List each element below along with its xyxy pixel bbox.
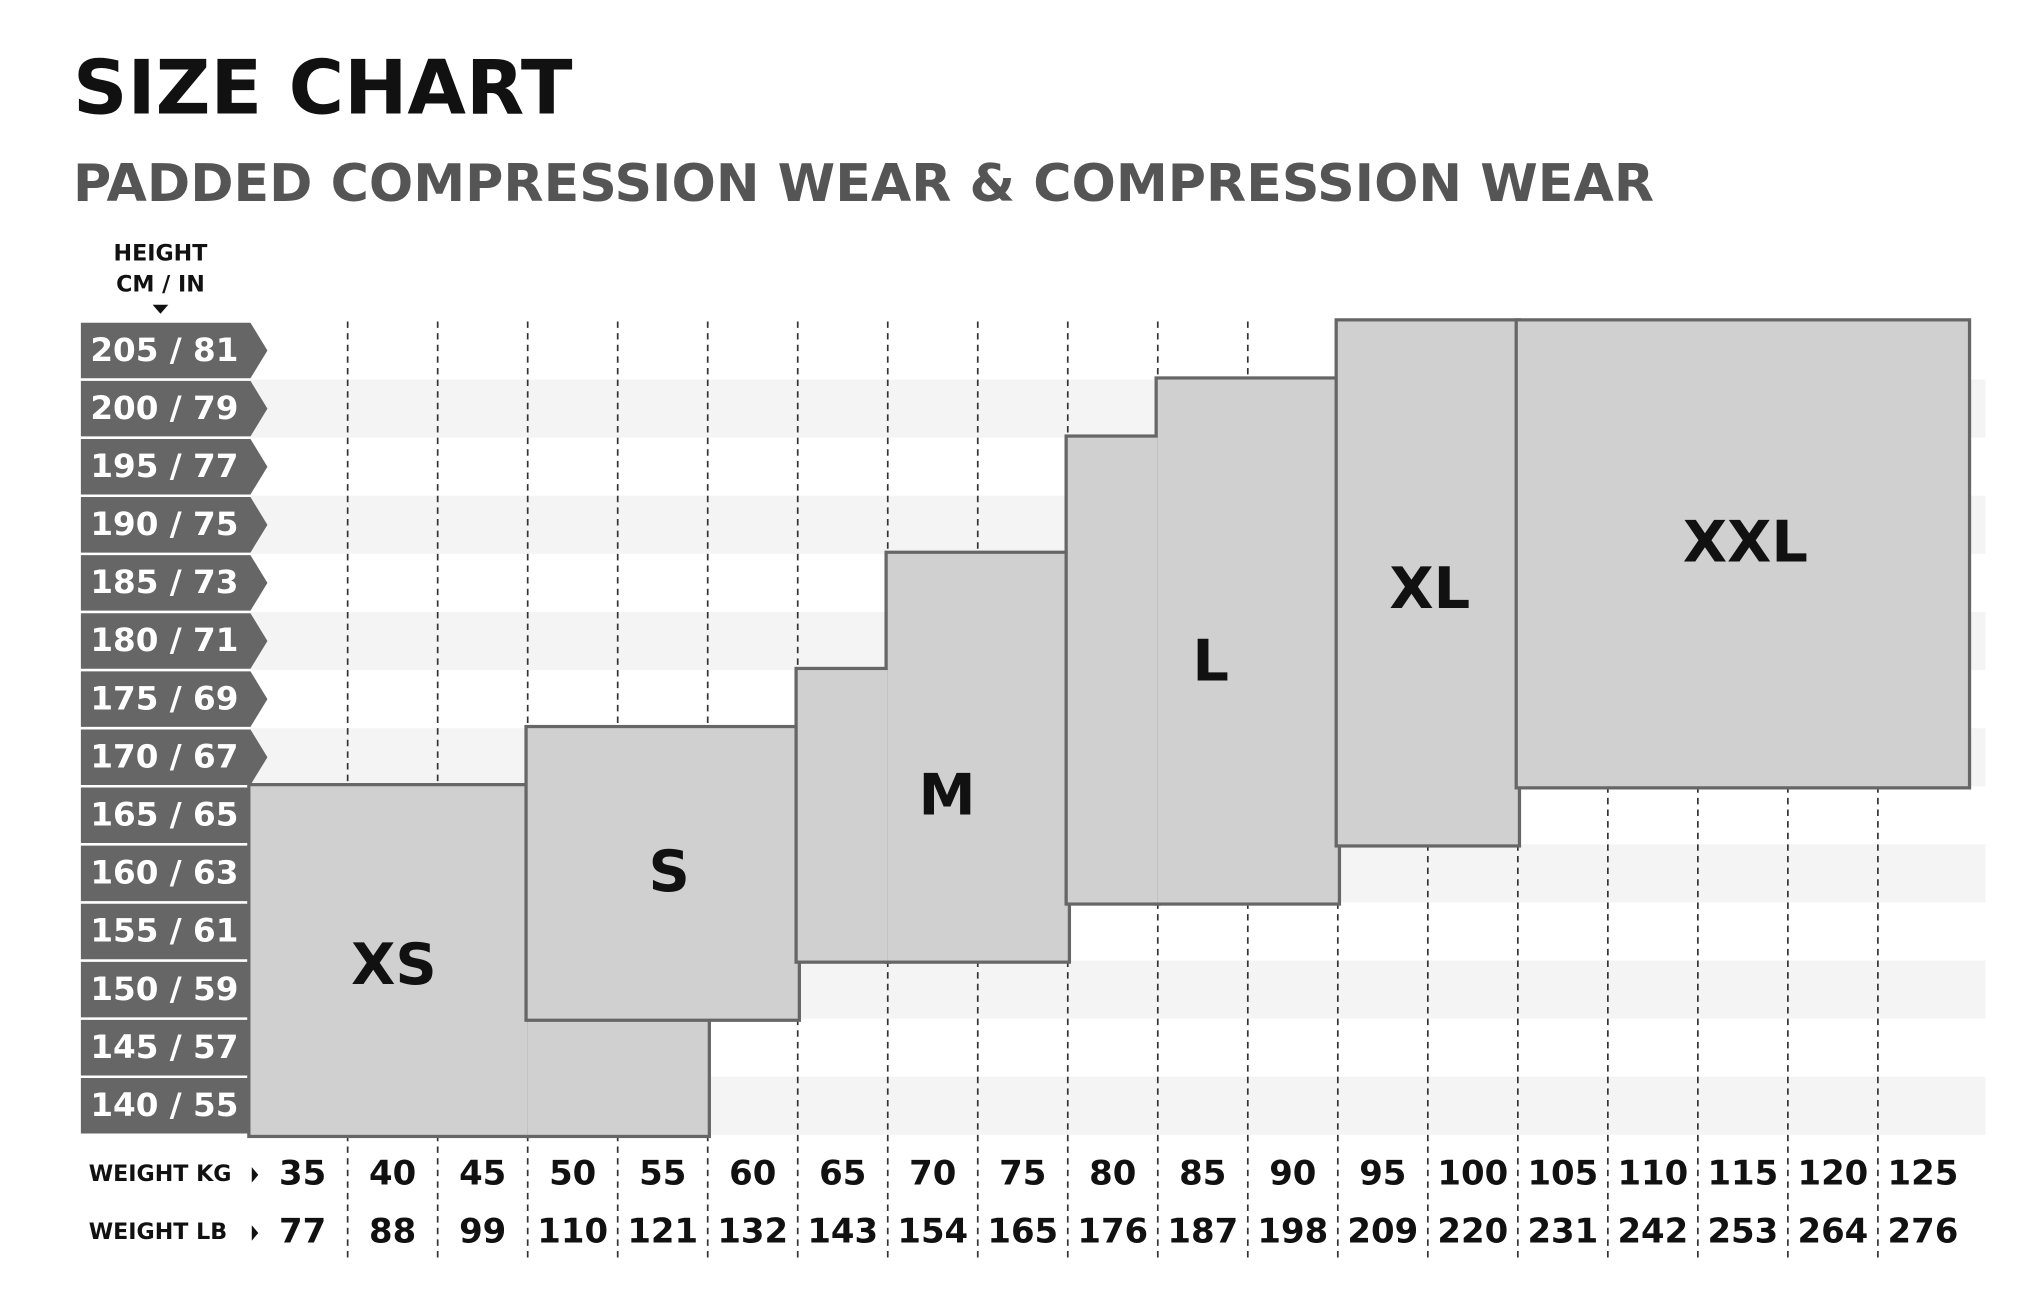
weight-lb: 176 (1077, 1212, 1148, 1251)
weight-kg: 75 (999, 1153, 1046, 1192)
weight-kg: 105 (1527, 1153, 1598, 1192)
height-tag (80, 671, 268, 727)
weight-kg: 35 (279, 1153, 326, 1192)
weight-lb: 154 (897, 1212, 968, 1251)
arrow-icon (251, 1225, 259, 1241)
height-tag (80, 729, 268, 785)
height-tag (80, 438, 268, 495)
height-label: HEIGHT (114, 241, 208, 266)
height-tag (80, 787, 268, 844)
height-tag (80, 845, 268, 902)
weight-lb: 220 (1437, 1212, 1508, 1251)
size-area (887, 553, 1068, 961)
weight-lb: 209 (1347, 1212, 1418, 1251)
size-area (1067, 437, 1158, 903)
height-label: 175 / 69 (90, 680, 238, 718)
weight-lb: 132 (717, 1212, 788, 1251)
weight-lb-label: WEIGHT LB (89, 1220, 227, 1245)
weight-kg: 60 (729, 1153, 776, 1192)
weight-kg: 65 (819, 1153, 866, 1192)
weight-kg: 55 (639, 1153, 686, 1192)
size-label: L (1192, 629, 1229, 695)
height-label: 140 / 55 (90, 1086, 238, 1124)
height-label: 180 / 71 (90, 621, 238, 659)
weight-kg: 95 (1359, 1153, 1406, 1192)
weight-lb: 253 (1707, 1212, 1778, 1251)
weight-kg: 120 (1797, 1153, 1868, 1192)
height-label: 160 / 63 (90, 854, 238, 892)
weight-lb: 198 (1257, 1212, 1328, 1251)
size-area (527, 1018, 708, 1135)
height-tag (80, 497, 268, 553)
height-label: CM / IN (116, 272, 205, 297)
height-label: 205 / 81 (90, 331, 238, 369)
subtitle: PADDED COMPRESSION WEAR & COMPRESSION WE… (73, 154, 1654, 214)
weight-lb: 143 (807, 1212, 878, 1251)
height-tag (80, 380, 268, 437)
size-label: XS (351, 932, 437, 998)
weight-kg: 70 (909, 1153, 956, 1192)
height-tag (80, 1078, 268, 1134)
weight-lb: 264 (1797, 1212, 1868, 1251)
height-label: 145 / 57 (90, 1028, 238, 1066)
height-label: 190 / 75 (90, 505, 238, 543)
weight-kg: 45 (459, 1153, 506, 1192)
weight-kg-label: WEIGHT KG (89, 1162, 232, 1187)
size-area (250, 786, 528, 1135)
weight-lb: 242 (1617, 1212, 1688, 1251)
weight-kg: 100 (1437, 1153, 1508, 1192)
weight-lb: 231 (1527, 1212, 1598, 1251)
height-tag (80, 961, 268, 1018)
height-label: 195 / 77 (90, 447, 238, 485)
height-tag (80, 1019, 268, 1076)
size-area (1157, 379, 1338, 903)
weight-lb: 187 (1167, 1212, 1238, 1251)
weight-lb: 121 (627, 1212, 698, 1251)
height-tag (80, 555, 268, 611)
weight-kg: 115 (1707, 1153, 1778, 1192)
size-label: XXL (1683, 510, 1808, 576)
weight-kg: 80 (1089, 1153, 1136, 1192)
weight-lb: 88 (369, 1212, 416, 1251)
weight-kg: 90 (1269, 1153, 1316, 1192)
weight-kg: 40 (369, 1153, 416, 1192)
arrow-icon (152, 304, 169, 314)
arrow-icon (251, 1167, 259, 1183)
height-label: 155 / 61 (90, 912, 238, 950)
size-area (1517, 321, 1968, 787)
height-tag (80, 903, 268, 960)
weight-lb: 77 (279, 1212, 326, 1251)
weight-kg: 125 (1888, 1153, 1959, 1192)
weight-kg: 50 (549, 1153, 596, 1192)
height-label: 150 / 59 (90, 970, 238, 1008)
size-label: S (649, 839, 690, 905)
size-label: XL (1389, 556, 1470, 622)
weight-kg: 85 (1179, 1153, 1226, 1192)
height-tag (80, 613, 268, 669)
weight-lb: 276 (1888, 1212, 1959, 1251)
height-label: 165 / 65 (90, 796, 238, 834)
sizes (247, 318, 1972, 1139)
weight-lb: 99 (459, 1212, 506, 1251)
weight-lb: 110 (537, 1212, 608, 1251)
height-label: 185 / 73 (90, 563, 238, 601)
title: SIZE CHART (73, 44, 572, 132)
size-area (797, 670, 888, 961)
height-tag (80, 322, 268, 379)
height-label: 200 / 79 (90, 389, 238, 427)
height-label: 170 / 67 (90, 738, 238, 776)
size-area (1337, 321, 1518, 845)
size-area (527, 728, 798, 1019)
weight-lb: 165 (987, 1212, 1058, 1251)
labels: XS S M L XL XXL (351, 510, 1808, 998)
size-label: M (919, 763, 976, 829)
weight-kg: 110 (1617, 1153, 1688, 1192)
